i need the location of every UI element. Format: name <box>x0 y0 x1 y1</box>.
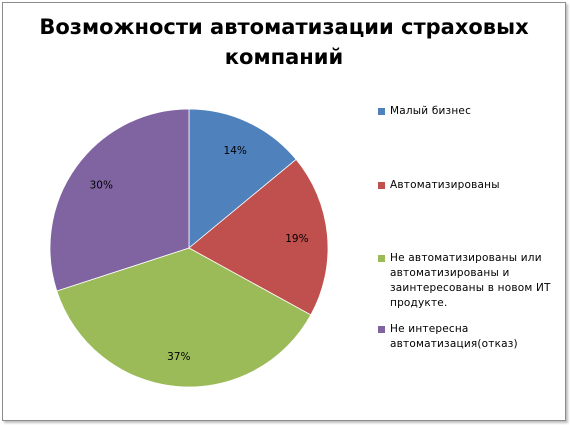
data-label-not-automated: 37% <box>167 351 190 363</box>
legend-label: Не интересна автоматизация(отказ) <box>390 323 518 350</box>
pie-slice-small-business <box>188 108 297 249</box>
chart-title: Возможности автоматизации страховых комп… <box>39 15 529 69</box>
pie-slice-not-automated <box>56 247 312 388</box>
data-label-automated: 19% <box>285 233 308 245</box>
legend-key-automated <box>378 182 385 189</box>
data-label-small-business: 14% <box>224 145 247 157</box>
data-label-not-interested: 30% <box>90 179 113 191</box>
legend-key-small-business <box>378 108 385 115</box>
legend-key-not-automated <box>378 255 385 262</box>
legend-key-not-interested <box>378 326 385 333</box>
legend-label: Не автоматизированы или автоматизированы… <box>390 252 551 309</box>
pie-slice-automated <box>188 158 329 316</box>
legend-label: Автоматизированы <box>390 179 500 191</box>
legend-label: Малый бизнес <box>390 105 472 117</box>
pie-slice-not-interested <box>49 108 190 292</box>
